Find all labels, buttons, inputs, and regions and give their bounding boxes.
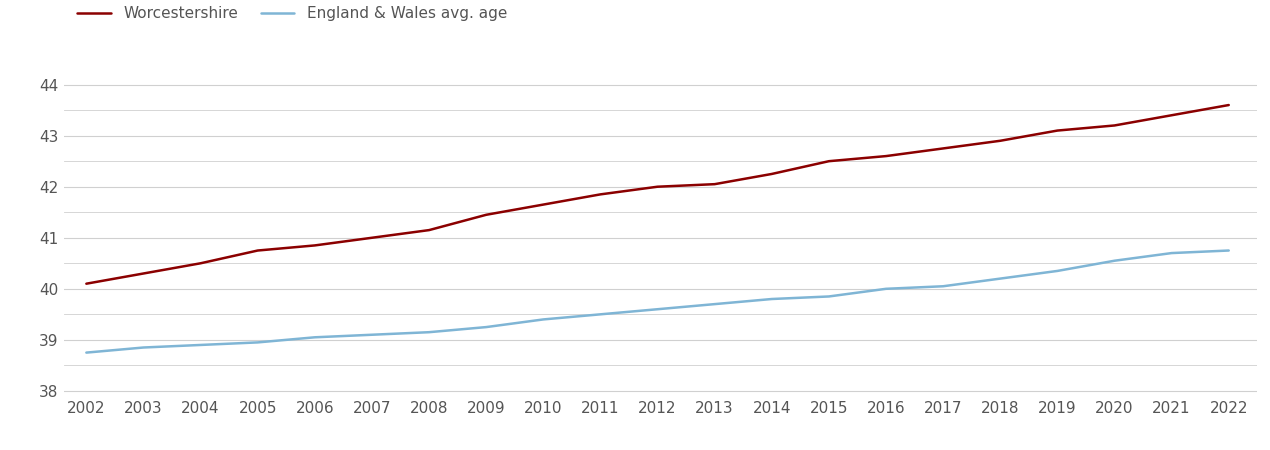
Line: Worcestershire: Worcestershire (86, 105, 1229, 284)
England & Wales avg. age (936, 284, 951, 289)
Worcestershire (1222, 102, 1237, 108)
England & Wales avg. age (879, 286, 894, 292)
England & Wales avg. age (79, 350, 94, 356)
Worcestershire (765, 171, 780, 177)
Worcestershire (193, 261, 208, 266)
England & Wales avg. age (136, 345, 151, 350)
England & Wales avg. age (1222, 248, 1237, 253)
England & Wales avg. age (536, 317, 551, 322)
Worcestershire (364, 235, 380, 240)
England & Wales avg. age (193, 342, 208, 348)
England & Wales avg. age (1050, 268, 1066, 274)
Legend: Worcestershire, England & Wales avg. age: Worcestershire, England & Wales avg. age (71, 0, 513, 27)
England & Wales avg. age (307, 335, 323, 340)
England & Wales avg. age (1165, 250, 1180, 256)
England & Wales avg. age (707, 302, 723, 307)
Worcestershire (1107, 123, 1123, 128)
Line: England & Wales avg. age: England & Wales avg. age (86, 251, 1229, 353)
Worcestershire (993, 138, 1008, 144)
Worcestershire (936, 146, 951, 151)
England & Wales avg. age (364, 332, 380, 338)
England & Wales avg. age (822, 294, 837, 299)
Worcestershire (879, 153, 894, 159)
Worcestershire (1165, 112, 1180, 118)
Worcestershire (707, 181, 723, 187)
England & Wales avg. age (765, 296, 780, 302)
England & Wales avg. age (593, 312, 608, 317)
Worcestershire (536, 202, 551, 207)
England & Wales avg. age (422, 329, 437, 335)
Worcestershire (822, 158, 837, 164)
England & Wales avg. age (993, 276, 1008, 281)
Worcestershire (593, 192, 608, 197)
Worcestershire (136, 271, 151, 276)
Worcestershire (250, 248, 265, 253)
Worcestershire (1050, 128, 1066, 133)
England & Wales avg. age (1107, 258, 1123, 263)
England & Wales avg. age (250, 340, 265, 345)
Worcestershire (79, 281, 94, 286)
England & Wales avg. age (650, 306, 665, 312)
Worcestershire (650, 184, 665, 189)
Worcestershire (479, 212, 494, 217)
Worcestershire (307, 243, 323, 248)
England & Wales avg. age (479, 324, 494, 330)
Worcestershire (422, 227, 437, 233)
